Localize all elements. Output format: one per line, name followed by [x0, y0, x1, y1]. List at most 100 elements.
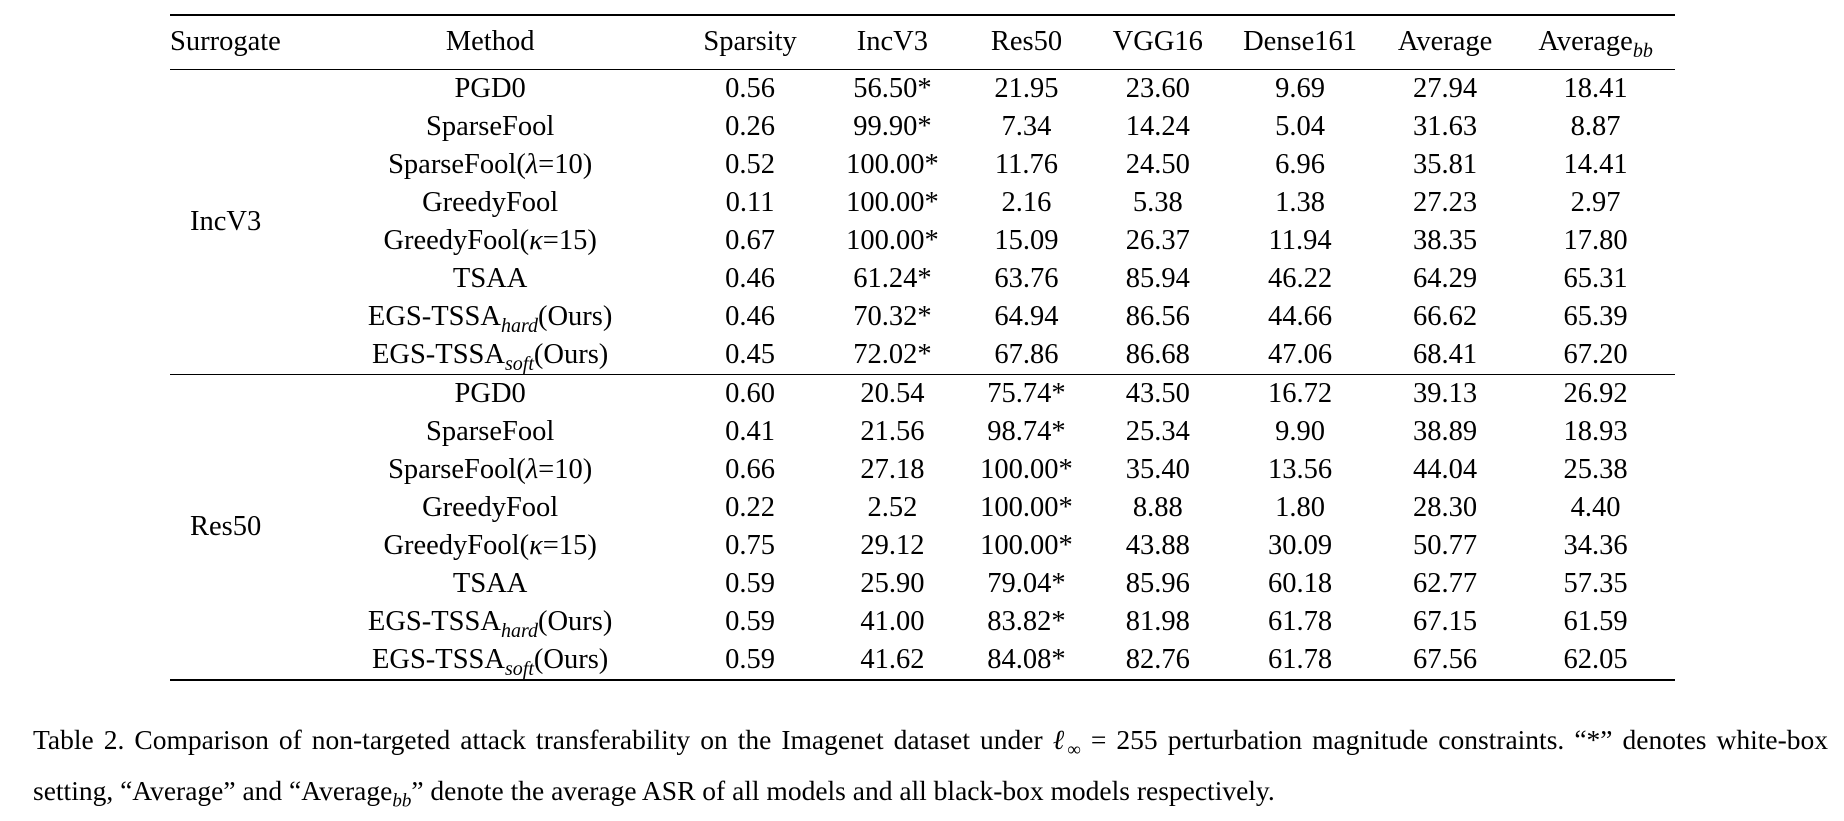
header-incv3: IncV3: [856, 26, 928, 58]
header-vgg16: VGG16: [1112, 26, 1203, 58]
cell-incv3: 100.00*: [846, 224, 939, 256]
cell-dense161: 1.80: [1275, 491, 1325, 523]
table-row: SparseFool 0.41 21.56 98.74* 25.34 9.90 38.89 1…: [170, 413, 1675, 451]
method-cell: SparseFool(λ=10): [301, 451, 679, 489]
cell-res50: 98.74*: [987, 415, 1066, 447]
header-dense161: Dense161: [1243, 26, 1358, 58]
cell-average-bb: 8.87: [1570, 110, 1621, 142]
cell-sparsity: 0.52: [725, 148, 776, 180]
method-cell: EGS-TSSAsoft(Ours): [301, 336, 679, 375]
method-cell: PGD0: [454, 72, 526, 104]
table-row: SparseFool 0.26 99.90* 7.34 14.24 5.04 31.63 8.…: [170, 108, 1675, 146]
table-caption: Table 2. Comparison of non-targeted atta…: [33, 720, 1828, 821]
cell-res50: 63.76: [994, 262, 1059, 294]
cell-res50: 83.82*: [987, 605, 1066, 637]
cell-average: 31.63: [1413, 110, 1478, 142]
cell-vgg16: 85.94: [1125, 262, 1190, 294]
cell-res50: 75.74*: [987, 377, 1066, 409]
cell-vgg16: 82.76: [1125, 643, 1190, 675]
cell-vgg16: 35.40: [1125, 453, 1190, 485]
cell-incv3: 41.00: [860, 605, 925, 637]
cell-average: 68.41: [1413, 338, 1478, 370]
table-row: GreedyFool 0.11 100.00* 2.16 5.38 1.38 27.23 2.…: [170, 184, 1675, 222]
method-tail: (Ours): [533, 338, 609, 370]
method-base: GreedyFool(: [383, 224, 530, 256]
cell-dense161: 9.90: [1275, 415, 1325, 447]
results-table-container: Surrogate Method Sparsity IncV3 Res50 VG…: [170, 14, 1675, 681]
cell-vgg16: 43.88: [1125, 529, 1190, 561]
table-header-row: Surrogate Method Sparsity IncV3 Res50 VG…: [170, 15, 1675, 69]
cell-dense161: 11.94: [1268, 224, 1332, 256]
cell-vgg16: 43.50: [1125, 377, 1190, 409]
cell-vgg16: 24.50: [1125, 148, 1190, 180]
cell-sparsity: 0.67: [725, 224, 776, 256]
cell-average: 62.77: [1413, 567, 1478, 599]
results-table: Surrogate Method Sparsity IncV3 Res50 VG…: [170, 14, 1675, 681]
cell-sparsity: 0.59: [725, 605, 776, 637]
caption-math-l: ℓ: [1052, 724, 1068, 755]
cell-vgg16: 26.37: [1125, 224, 1190, 256]
cell-res50: 2.16: [1001, 186, 1052, 218]
cell-average-bb: 65.31: [1563, 262, 1628, 294]
cell-sparsity: 0.75: [725, 529, 776, 561]
cell-sparsity: 0.11: [725, 186, 775, 218]
method-tail: =10): [538, 453, 593, 485]
cell-sparsity: 0.66: [725, 453, 776, 485]
method-base: GreedyFool(: [383, 529, 530, 561]
cell-incv3: 99.90*: [853, 110, 932, 142]
cell-dense161: 61.78: [1268, 605, 1333, 637]
cell-res50: 7.34: [1001, 110, 1052, 142]
cell-sparsity: 0.60: [725, 377, 776, 409]
cell-sparsity: 0.59: [725, 567, 776, 599]
method-tail: (Ours): [537, 300, 613, 332]
cell-res50: 79.04*: [987, 567, 1066, 599]
cell-average: 27.94: [1413, 72, 1478, 104]
header-average: Average: [1397, 26, 1493, 58]
caption-text-1: Comparison of non-targeted attack transf…: [134, 724, 1043, 755]
table-row: SparseFool(λ=10) 0.52 100.00* 11.76 24.50 6.9…: [170, 146, 1675, 184]
table-row: EGS-TSSAhard(Ours) 0.46 70.32* 64.94 86.56 44…: [170, 298, 1675, 336]
cell-average: 38.89: [1413, 415, 1478, 447]
group-res50: Res50 PGD0 0.60 20.54 75.74* 43.50 16.72 39.13 2…: [170, 374, 1675, 680]
method-cell: TSAA: [452, 567, 528, 599]
cell-average: 28.30: [1413, 491, 1478, 523]
cell-res50: 100.00*: [980, 453, 1073, 485]
cell-vgg16: 5.38: [1132, 186, 1183, 218]
table-row: TSAA 0.59 25.90 79.04* 85.96 60.18 62.77 57.35: [170, 565, 1675, 603]
header-sparsity: Sparsity: [703, 26, 797, 58]
cell-average: 39.13: [1413, 377, 1478, 409]
cell-sparsity: 0.26: [725, 110, 776, 142]
cell-vgg16: 81.98: [1125, 605, 1190, 637]
method-param: λ: [525, 148, 539, 180]
cell-res50: 100.00*: [980, 491, 1073, 523]
cell-res50: 64.94: [994, 300, 1059, 332]
table-row: IncV3 PGD0 0.56 56.50* 21.95 23.60 9.69 27.94 18…: [170, 69, 1675, 237]
cell-res50: 100.00*: [980, 529, 1073, 561]
cell-dense161: 61.78: [1268, 643, 1333, 675]
method-param: λ: [525, 453, 539, 485]
method-param: κ: [529, 529, 543, 561]
cell-incv3: 100.00*: [846, 186, 939, 218]
method-sub: soft: [505, 657, 534, 680]
cell-incv3: 70.32*: [853, 300, 932, 332]
cell-average-bb: 18.93: [1563, 415, 1628, 447]
method-tail: =15): [542, 224, 597, 256]
method-base: EGS-TSSA: [371, 338, 505, 370]
cell-average-bb: 26.92: [1563, 377, 1628, 409]
cell-average-bb: 4.40: [1570, 491, 1621, 523]
cell-average: 67.56: [1413, 643, 1478, 675]
cell-vgg16: 14.24: [1125, 110, 1190, 142]
method-cell: SparseFool(λ=10): [301, 146, 679, 184]
cell-dense161: 1.38: [1275, 186, 1325, 218]
cell-vgg16: 86.56: [1125, 300, 1190, 332]
header-surrogate: Surrogate: [170, 26, 281, 58]
table-row: GreedyFool(κ=15) 0.75 29.12 100.00* 43.88 30.…: [170, 527, 1675, 565]
caption-text-2: perturbation magnitude constraints.: [1167, 724, 1565, 755]
header-average-bb-sub: bb: [1632, 40, 1653, 63]
method-base: EGS-TSSA: [371, 643, 505, 675]
cell-sparsity: 0.46: [725, 262, 776, 294]
cell-average: 64.29: [1413, 262, 1478, 294]
caption-line2-sub: bb: [392, 790, 412, 811]
caption-line2-b: ” denote the average ASR of all models a…: [411, 774, 1275, 806]
cell-average-bb: 61.59: [1563, 605, 1628, 637]
